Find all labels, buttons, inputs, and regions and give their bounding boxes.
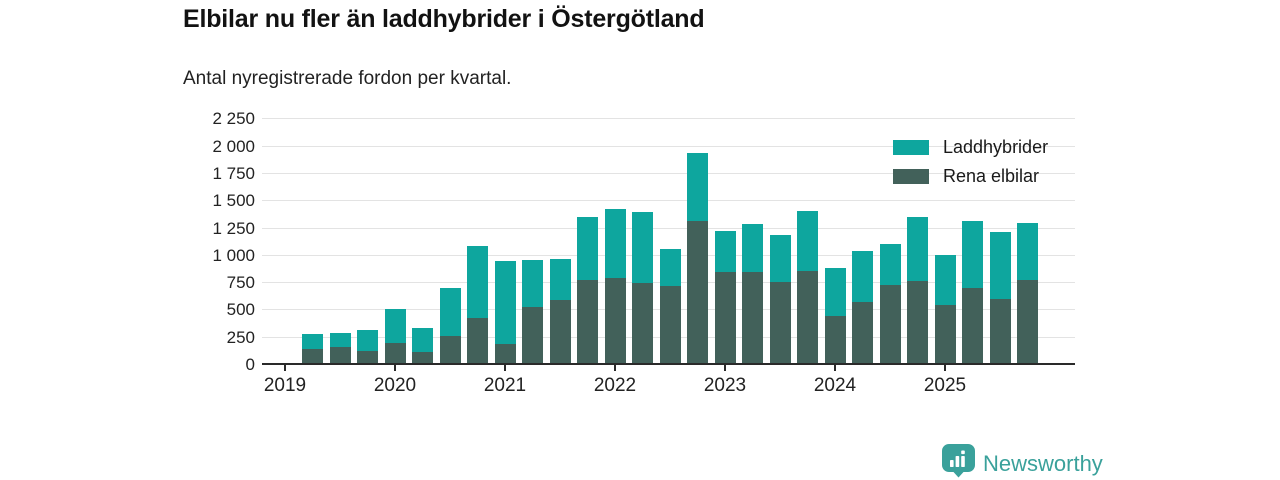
bar-segment	[687, 152, 708, 221]
brand-name: Newsworthy	[983, 450, 1103, 476]
bar-segment	[962, 220, 983, 288]
x-axis-tick-label: 2022	[593, 375, 637, 396]
bar-segment	[494, 261, 516, 344]
y-axis-tick-label: 0	[245, 355, 255, 374]
bar-segment	[384, 308, 406, 343]
x-axis-tick-label: 2021	[483, 375, 527, 396]
bar-segment	[412, 351, 433, 364]
x-axis-line	[262, 363, 1075, 365]
legend-swatch	[893, 139, 929, 155]
x-axis-tick	[614, 365, 616, 371]
bar-segment	[439, 287, 461, 336]
bar-segment	[494, 343, 516, 364]
newsworthy-logo: Newsworthy	[942, 444, 1103, 480]
y-axis-tick-label: 750	[226, 273, 255, 293]
bar-segment	[302, 348, 323, 364]
bar-segment	[384, 342, 406, 364]
y-axis-tick-label: 2 250	[212, 109, 255, 129]
legend-item: Rena elbilar	[893, 167, 1048, 185]
bar-segment	[439, 335, 461, 364]
bar-segment	[989, 299, 1011, 364]
bar-segment	[1017, 222, 1038, 281]
bar-segment	[467, 318, 488, 364]
bar-segment	[714, 272, 736, 364]
x-axis-tick-label: 2019	[263, 375, 307, 396]
x-axis-tick-label: 2024	[813, 375, 857, 396]
y-axis-tick-label: 2 000	[212, 136, 255, 156]
x-axis-tick-label: 2025	[923, 375, 967, 396]
bar-segment	[604, 209, 626, 279]
bar-segment	[357, 351, 378, 364]
y-axis-tick-label: 500	[226, 300, 255, 320]
legend-label: Laddhybrider	[943, 137, 1049, 157]
bar-segment	[824, 316, 846, 364]
y-gridline	[262, 118, 1075, 120]
bar-segment	[467, 245, 488, 319]
bar-segment	[329, 347, 351, 364]
y-axis-tick-label: 1 500	[212, 191, 255, 211]
legend: Laddhybrider Rena elbilar	[893, 138, 1048, 196]
x-axis-tick	[394, 365, 396, 371]
bar-segment	[549, 300, 571, 364]
bar-segment	[742, 224, 763, 272]
bar-segment	[714, 231, 736, 273]
bar-segment	[549, 258, 571, 301]
x-axis-tick	[504, 365, 506, 371]
bar-segment	[879, 243, 901, 286]
chart-subtitle: Antal nyregistrerade fordon per kvartal.	[183, 68, 512, 89]
legend-item: Laddhybrider	[893, 138, 1048, 156]
bar-segment	[357, 330, 378, 352]
bar-segment	[769, 282, 791, 364]
bar-segment	[934, 305, 956, 364]
bar-segment	[659, 286, 681, 364]
bar-segment	[522, 306, 543, 364]
bar-segment	[577, 279, 598, 364]
x-axis-tick	[834, 365, 836, 371]
x-axis-tick-label: 2020	[373, 375, 417, 396]
bar-segment	[879, 285, 901, 364]
y-gridline	[262, 172, 1075, 174]
bar-segment	[797, 211, 818, 271]
newsworthy-logo-icon	[942, 444, 975, 480]
legend-swatch	[893, 168, 929, 184]
bar-segment	[632, 283, 653, 364]
bar-segment	[769, 235, 791, 283]
bar-segment	[742, 271, 763, 364]
bar-segment	[824, 268, 846, 317]
bar-segment	[632, 212, 653, 284]
y-gridline	[262, 200, 1075, 202]
bar-segment	[412, 327, 433, 352]
bar-segment	[852, 302, 873, 364]
bar-segment	[1017, 280, 1038, 364]
bar-segment	[962, 287, 983, 364]
bar-segment	[797, 270, 818, 364]
bar-segment	[907, 281, 928, 364]
x-axis-tick	[724, 365, 726, 371]
y-gridline	[262, 145, 1075, 147]
bar-segment	[329, 332, 351, 348]
chart-title: Elbilar nu fler än laddhybrider i Österg…	[183, 5, 705, 33]
bar-segment	[687, 220, 708, 364]
x-axis-tick	[944, 365, 946, 371]
y-axis-tick-label: 250	[226, 327, 255, 347]
x-axis-tick	[284, 365, 286, 371]
y-gridline	[262, 227, 1075, 229]
y-axis-tick-label: 1 000	[212, 245, 255, 265]
bar-segment	[302, 333, 323, 349]
bar-segment	[907, 216, 928, 281]
bar-segment	[604, 278, 626, 364]
bar-segment	[934, 255, 956, 306]
bar-segment	[577, 217, 598, 280]
bar-segment	[852, 250, 873, 303]
bar-segment	[522, 259, 543, 307]
bar-segment	[659, 248, 681, 287]
bar-segment	[989, 232, 1011, 300]
x-axis-tick-label: 2023	[703, 375, 747, 396]
legend-label: Rena elbilar	[943, 166, 1040, 186]
y-axis-tick-label: 1 750	[212, 163, 255, 183]
y-axis-tick-label: 1 250	[212, 218, 255, 238]
